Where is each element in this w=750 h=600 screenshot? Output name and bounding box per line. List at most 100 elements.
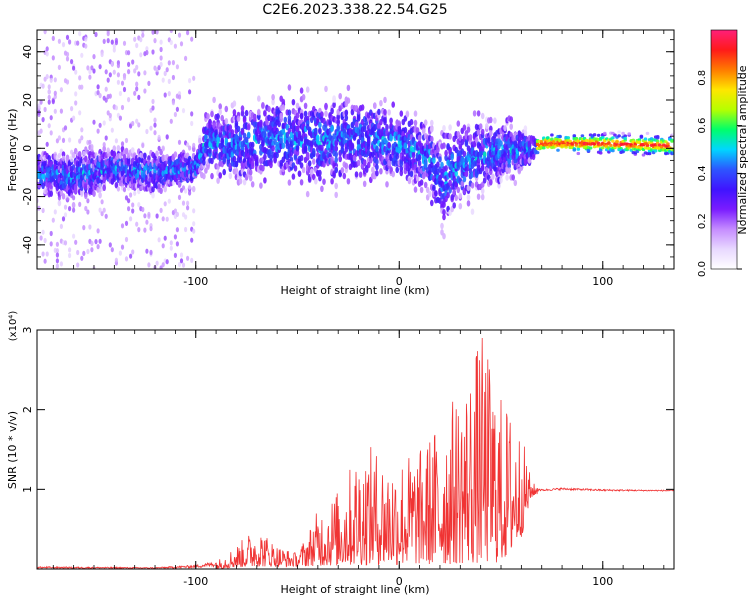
- x-tick-label: 0: [396, 275, 403, 288]
- spectrogram-cell: [314, 178, 318, 185]
- spectrogram-cell: [466, 184, 471, 192]
- spectrogram-cell: [301, 166, 306, 174]
- spectrogram-noise-cell: [39, 99, 43, 105]
- spectrogram-cell: [263, 131, 267, 138]
- spectrogram-cell: [312, 173, 316, 181]
- spectrogram-cell: [84, 192, 88, 200]
- spectrogram-noise-cell: [120, 141, 125, 147]
- spectrogram-cell: [466, 194, 471, 201]
- spectrogram-noise-cell: [147, 213, 151, 219]
- spectrogram-cell: [546, 136, 550, 140]
- spectrogram-noise-cell: [192, 228, 196, 234]
- spectrogram-cell: [295, 145, 300, 152]
- spectrogram-noise-cell: [110, 61, 114, 67]
- spectrogram-noise-cell: [118, 250, 122, 256]
- spectrogram-noise-cell: [171, 180, 175, 186]
- spectrogram-noise-cell: [63, 212, 68, 218]
- spectrogram-cell: [499, 177, 503, 184]
- colorbar-tick-label: 0.4: [697, 165, 708, 181]
- spectrogram-cell: [493, 117, 497, 124]
- spectrogram-cell: [285, 131, 290, 139]
- spectrogram-cell: [464, 170, 469, 178]
- spectrogram-cell: [670, 139, 674, 143]
- spectrogram-noise-cell: [78, 110, 82, 116]
- spectrogram-cell: [354, 121, 359, 128]
- spectrogram-cell: [261, 165, 265, 172]
- spectrogram-noise-cell: [55, 258, 60, 264]
- spectrogram-cell: [354, 171, 359, 178]
- spectrogram-cell: [623, 136, 627, 140]
- spectrogram-noise-cell: [74, 239, 78, 245]
- spectrogram-cell: [509, 116, 513, 123]
- spectrogram-noise-cell: [78, 201, 82, 207]
- spectrogram-noise-cell: [49, 230, 53, 237]
- spectrogram-cell: [592, 142, 597, 146]
- spectrogram-noise-cell: [173, 208, 177, 214]
- spectrogram-noise-cell: [127, 198, 131, 204]
- spectrogram-noise-cell: [74, 69, 78, 75]
- spectrogram-cell: [330, 107, 334, 115]
- spectrogram-cell: [98, 192, 102, 199]
- spectrogram-cell: [421, 128, 426, 135]
- spectrogram-cell: [299, 154, 304, 162]
- snr-series-line: [37, 337, 674, 569]
- spectrogram-noise-cell: [53, 77, 57, 83]
- spectrogram-noise-cell: [169, 39, 173, 46]
- spectrogram-cell: [287, 109, 292, 116]
- spectrogram-noise-cell: [104, 135, 108, 141]
- spectrogram-cell: [364, 166, 369, 173]
- spectrogram-noise-cell: [74, 100, 78, 106]
- spectrogram-cell: [240, 105, 245, 112]
- spectrogram-cell: [503, 124, 507, 132]
- spectrogram-noise-cell: [179, 258, 184, 264]
- spectrogram-noise-cell: [55, 252, 60, 258]
- spectrogram-noise-cell: [86, 248, 90, 255]
- spectrogram-noise-cell: [102, 207, 106, 213]
- spectrogram-cell: [210, 157, 214, 165]
- colorbar-tick-label: 0.0: [697, 261, 708, 277]
- spectrogram-noise-cell: [80, 84, 84, 90]
- spectrogram-cell: [261, 102, 265, 109]
- spectrogram-cell: [430, 135, 434, 143]
- spectrogram-cell: [531, 153, 536, 161]
- spectrogram-cell: [147, 181, 151, 188]
- spectrogram-noise-cell: [186, 142, 190, 148]
- spectrogram-noise-cell: [192, 142, 196, 148]
- spectrogram-cell: [261, 140, 265, 148]
- spectrogram-cell: [415, 127, 420, 134]
- spectrogram-cell: [238, 178, 243, 185]
- y-tick-label: -20: [21, 188, 34, 206]
- spectrogram-noise-cell: [110, 127, 114, 133]
- spectrogram-noise-cell: [145, 219, 149, 225]
- y-tick-label: 2: [21, 406, 34, 413]
- spectrogram-cell: [299, 113, 304, 120]
- spectrogram-noise-cell: [116, 63, 120, 69]
- spectrogram-noise-cell: [149, 226, 153, 232]
- y-tick-label: 0: [21, 145, 34, 152]
- spectrogram-ylabel: Frequency (Hz): [6, 109, 19, 192]
- spectrogram-noise-cell: [141, 206, 145, 213]
- snr-background: [37, 330, 674, 569]
- spectrogram-noise-cell: [84, 146, 88, 152]
- spectrogram-cell: [324, 103, 328, 111]
- spectrogram-cell: [216, 113, 220, 120]
- spectrogram-cell: [485, 123, 489, 130]
- spectrogram-cell: [102, 145, 106, 152]
- spectrogram-cell: [383, 116, 387, 124]
- spectrogram-cell: [234, 160, 239, 168]
- spectrogram-noise-cell: [114, 105, 118, 111]
- spectrogram-cell: [539, 139, 544, 144]
- spectrogram-noise-cell: [96, 228, 100, 234]
- spectrogram-cell: [246, 131, 251, 138]
- spectrogram-cell: [413, 119, 418, 127]
- spectrogram-cell: [476, 129, 481, 136]
- spectrogram-cell: [291, 121, 296, 128]
- spectrogram-noise-cell: [59, 108, 64, 114]
- spectrogram-cell: [568, 139, 572, 143]
- spectrogram-cell: [601, 146, 605, 150]
- spectrogram-cell: [352, 154, 357, 162]
- spectrogram-cell: [430, 126, 434, 133]
- spectrogram-noise-cell: [153, 38, 157, 44]
- spectrogram-noise-cell: [133, 36, 137, 42]
- spectrogram-cell: [297, 130, 302, 138]
